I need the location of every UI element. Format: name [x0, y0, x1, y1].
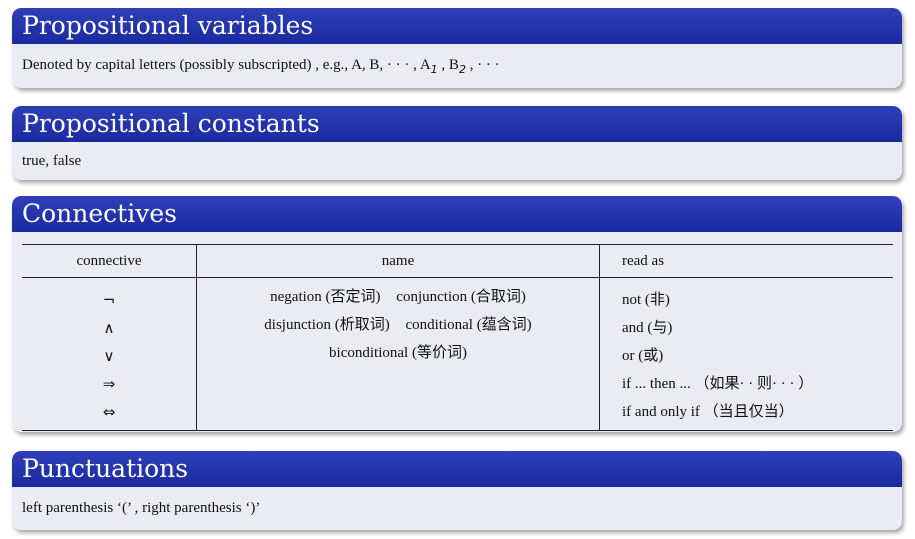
block-body: Denoted by capital letters (possibly sub… [12, 44, 902, 88]
block-body: true, false [22, 153, 82, 169]
read-as-item: not (非) [622, 292, 670, 308]
block-propositional-variables: Propositional variables Denoted by capit… [12, 8, 902, 88]
read-as-column: not (非) and (与) or (或) if ... then ... （… [599, 277, 893, 431]
block-body: left parenthesis ‘(’ , right parenthesis… [22, 500, 261, 516]
name-line: disjunction (析取词) conditional (蕴含词) [198, 314, 598, 342]
name-item: negation (否定词) [270, 289, 381, 305]
variables-mid: , B [437, 57, 459, 73]
read-as-item: or (或) [622, 348, 664, 364]
name-item: biconditional (等价词) [329, 345, 467, 361]
variables-end: , · · · [465, 57, 500, 73]
block-title: Propositional constants [12, 106, 902, 142]
symbol-conjunction: ∧ [103, 319, 115, 337]
connectives-table: connective name read as ¬ ∧ ∨ ⇒ ⇔ negati… [22, 244, 893, 431]
variables-text: Denoted by capital letters (possibly sub… [22, 57, 431, 73]
name-line: negation (否定词) conjunction (合取词) [198, 286, 598, 314]
table-row: ¬ ∧ ∨ ⇒ ⇔ negation (否定词) conjunction (合取… [22, 277, 893, 431]
block-connectives: Connectives connective name read as ¬ ∧ … [12, 196, 902, 432]
block-title: Connectives [12, 196, 902, 232]
name-item: disjunction (析取词) [264, 317, 390, 333]
name-line: biconditional (等价词) [198, 342, 598, 370]
name-item: conditional (蕴含词) [405, 317, 532, 333]
name-item: conjunction (合取词) [396, 289, 526, 305]
read-as-item: and (与) [622, 320, 673, 336]
read-as-item: if and only if （当且仅当） [622, 404, 794, 420]
block-punctuations: Punctuations left parenthesis ‘(’ , righ… [12, 451, 902, 530]
table-header-row: connective name read as [22, 244, 893, 278]
name-column: negation (否定词) conjunction (合取词) disjunc… [196, 277, 600, 431]
block-title: Propositional variables [12, 8, 902, 44]
header-name: name [196, 244, 600, 278]
symbol-negation: ¬ [102, 291, 116, 309]
subscript-1: 1 [430, 63, 438, 76]
block-propositional-constants: Propositional constants true, false [12, 106, 902, 180]
header-read-as: read as [599, 244, 893, 278]
symbol-column: ¬ ∧ ∨ ⇒ ⇔ [22, 277, 197, 431]
subscript-2: 2 [458, 63, 466, 76]
block-title: Punctuations [12, 451, 902, 487]
header-connective: connective [22, 244, 197, 278]
read-as-item: if ... then ... （如果· · 则· · · ） [622, 376, 814, 392]
symbol-biconditional: ⇔ [102, 403, 116, 421]
symbol-conditional: ⇒ [102, 375, 116, 393]
symbol-disjunction: ∨ [103, 347, 115, 365]
